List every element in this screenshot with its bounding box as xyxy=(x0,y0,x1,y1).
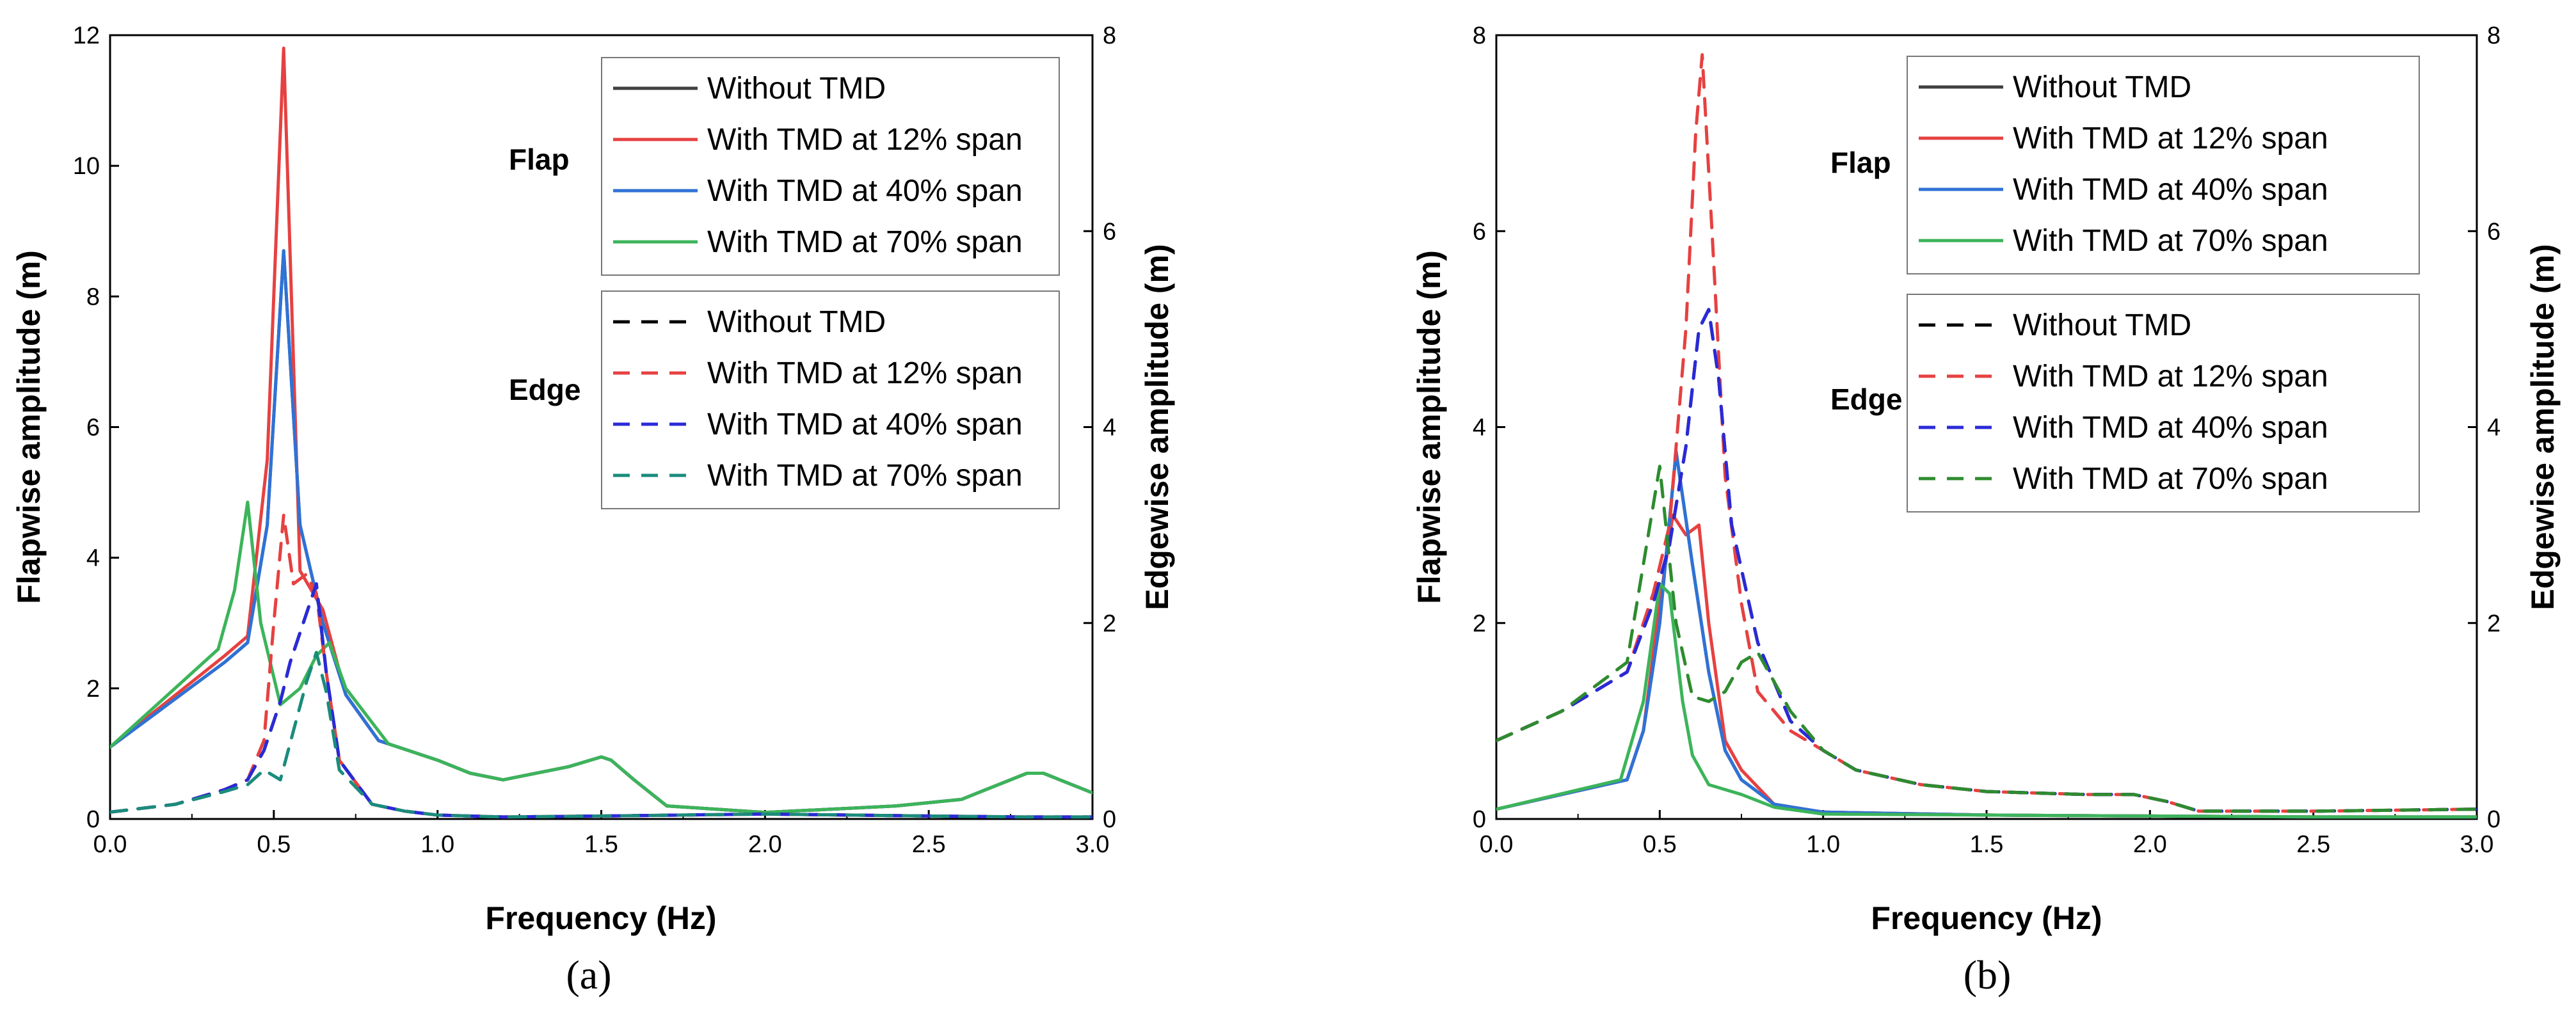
y-left-tick-label: 6 xyxy=(86,415,100,441)
y-right-tick-label: 2 xyxy=(1103,610,1116,637)
y-left-tick-label: 6 xyxy=(1473,218,1486,245)
x-axis-label: Frequency (Hz) xyxy=(485,900,716,936)
x-tick-label: 1.5 xyxy=(584,831,618,858)
legend-label: With TMD at 70% span xyxy=(2013,224,2328,258)
legend-label: With TMD at 12% span xyxy=(2013,360,2328,393)
y-left-tick-label: 2 xyxy=(86,676,100,703)
legend-label: Without TMD xyxy=(707,305,886,339)
legend-box xyxy=(1907,56,2420,274)
legend-label: With TMD at 40% span xyxy=(707,174,1023,208)
series-lines xyxy=(110,46,1092,819)
x-tick-label: 1.0 xyxy=(420,831,454,858)
y-left-axis-label: Flapwise amplitude (m) xyxy=(11,250,47,604)
legend-label: With TMD at 12% span xyxy=(2013,122,2328,155)
legend-edge: Without TMD With TMD at 12% span With TMD … xyxy=(601,290,1060,509)
legend-title-flap: Flap xyxy=(509,143,570,176)
x-tick-label: 0.0 xyxy=(93,831,127,858)
legend-title-edge: Edge xyxy=(509,373,580,406)
panel-label: (b) xyxy=(1964,952,2012,997)
y-right-tick-label: 6 xyxy=(2487,218,2500,245)
x-axis-label: Frequency (Hz) xyxy=(1871,900,2102,936)
chart-panel-a: 0.0 0.5 1.0 1.5 2.0 2.5 3.002468101202468Frequ… xyxy=(11,22,1175,997)
y-right-tick-label: 0 xyxy=(1103,806,1116,833)
legend-flap: Without TMD With TMD at 12% span With TMD … xyxy=(601,57,1060,276)
y-right-tick-label: 6 xyxy=(1103,218,1116,245)
series-line-flap-3 xyxy=(110,500,1092,814)
legend-label: Without TMD xyxy=(2013,308,2191,342)
legend-label: With TMD at 40% span xyxy=(707,408,1023,441)
legend-box xyxy=(1907,294,2420,512)
legend-box xyxy=(601,290,1060,509)
chart-panel-b: 0.0 0.5 1.0 1.5 2.0 2.5 3.00246802468Frequency… xyxy=(1411,22,2561,997)
legend-title-flap: Flap xyxy=(1830,146,1891,179)
panel-label: (a) xyxy=(566,952,611,997)
y-left-tick-label: 4 xyxy=(1473,415,1486,441)
x-tick-label: 2.5 xyxy=(2296,831,2330,858)
y-right-tick-label: 0 xyxy=(2487,806,2500,833)
y-right-tick-label: 4 xyxy=(1103,415,1116,441)
x-tick-label: 1.0 xyxy=(1806,831,1840,858)
y-left-tick-label: 0 xyxy=(1473,806,1486,833)
y-right-tick-label: 8 xyxy=(1103,22,1116,49)
x-tick-label: 3.0 xyxy=(1076,831,1110,858)
series-line-edge-2 xyxy=(110,582,1092,819)
series-line-edge-3 xyxy=(110,651,1092,819)
x-tick-label: 3.0 xyxy=(2460,831,2494,858)
y-right-tick-label: 8 xyxy=(2487,22,2500,49)
legend-label: With TMD at 12% span xyxy=(707,356,1023,390)
y-left-tick-label: 8 xyxy=(86,283,100,310)
legend-edge: Without TMD With TMD at 12% span With TMD … xyxy=(1907,294,2420,512)
x-tick-label: 2.0 xyxy=(2133,831,2167,858)
legend-label: Without TMD xyxy=(2013,70,2191,104)
y-right-tick-label: 2 xyxy=(2487,610,2500,637)
y-left-tick-label: 12 xyxy=(73,22,100,49)
legend-label: With TMD at 40% span xyxy=(2013,411,2328,445)
legend-label: With TMD at 70% span xyxy=(2013,462,2328,496)
legend-title-edge: Edge xyxy=(1830,383,1902,416)
legend-flap: Without TMD With TMD at 12% span With TMD … xyxy=(1907,56,2420,274)
x-tick-label: 2.0 xyxy=(748,831,782,858)
series-line-edge-0 xyxy=(110,582,1092,819)
legend-label: With TMD at 12% span xyxy=(707,123,1023,157)
y-left-axis-label: Flapwise amplitude (m) xyxy=(1411,250,1447,604)
series-line-flap-3 xyxy=(1496,582,2477,819)
y-left-tick-label: 2 xyxy=(1473,610,1486,637)
legend-label: With TMD at 70% span xyxy=(707,225,1023,259)
y-left-tick-label: 10 xyxy=(73,153,100,180)
x-tick-label: 0.5 xyxy=(1643,831,1677,858)
x-tick-label: 0.0 xyxy=(1480,831,1514,858)
y-right-axis-label: Edgewise amplitude (m) xyxy=(2525,244,2561,610)
x-tick-label: 0.5 xyxy=(257,831,291,858)
x-tick-label: 1.5 xyxy=(1970,831,2004,858)
series-line-edge-1 xyxy=(1496,53,2477,813)
y-left-tick-label: 8 xyxy=(1473,22,1486,49)
legend-box xyxy=(601,57,1060,276)
y-right-tick-label: 4 xyxy=(2487,415,2500,441)
x-tick-label: 2.5 xyxy=(912,831,946,858)
legend-label: With TMD at 40% span xyxy=(2013,173,2328,207)
y-right-axis-label: Edgewise amplitude (m) xyxy=(1139,244,1175,610)
legend-label: Without TMD xyxy=(707,72,886,106)
series-lines xyxy=(1496,53,2477,819)
y-left-tick-label: 0 xyxy=(86,806,100,833)
y-left-tick-label: 4 xyxy=(86,545,100,572)
series-line-edge-3 xyxy=(1496,465,2477,813)
legend-label: With TMD at 70% span xyxy=(707,459,1023,493)
